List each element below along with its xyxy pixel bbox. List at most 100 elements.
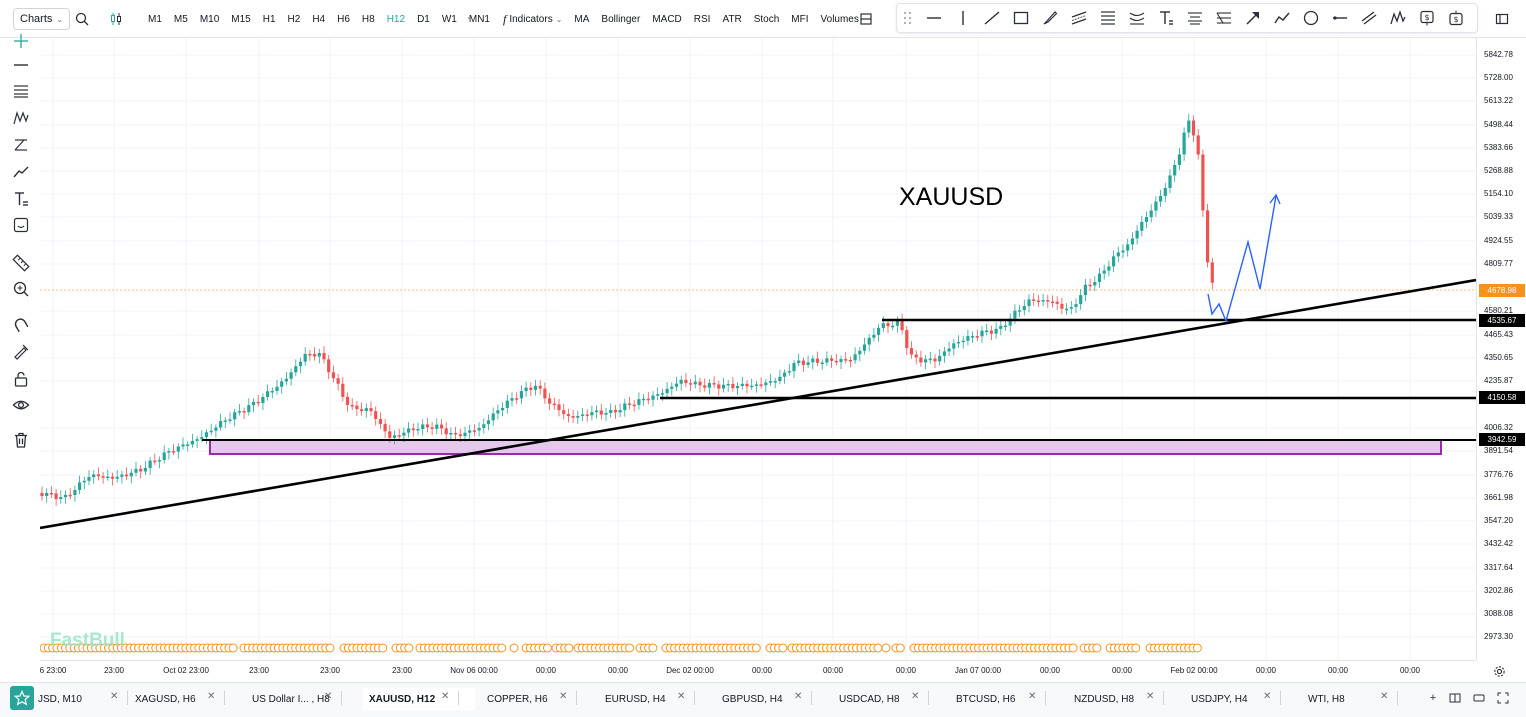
horizontal-line-icon[interactable] bbox=[919, 4, 948, 32]
symbol-tab[interactable]: NZDUSD, H8 bbox=[1074, 688, 1174, 710]
brush-icon[interactable] bbox=[1035, 4, 1064, 32]
close-tab-icon[interactable]: ✕ bbox=[110, 691, 119, 702]
fib-retracement-icon[interactable] bbox=[10, 80, 32, 102]
symbol-tab[interactable]: WTI, H8 bbox=[1308, 688, 1408, 710]
minimize-icon[interactable] bbox=[1472, 691, 1486, 705]
search-icon[interactable] bbox=[72, 9, 92, 29]
indicator-macd[interactable]: MACD bbox=[652, 13, 682, 25]
layout-split-icon[interactable] bbox=[1448, 691, 1462, 705]
ruler-icon[interactable] bbox=[10, 252, 32, 274]
gear-icon[interactable] bbox=[1493, 665, 1506, 681]
zoom-in-icon[interactable] bbox=[10, 278, 32, 300]
close-tab-icon[interactable]: ✕ bbox=[559, 691, 568, 702]
close-tab-icon[interactable]: ✕ bbox=[324, 691, 333, 702]
text-tool-icon[interactable] bbox=[1151, 4, 1180, 32]
close-tab-icon[interactable]: ✕ bbox=[1263, 691, 1272, 702]
lock-icon[interactable] bbox=[10, 368, 32, 390]
fib-retracement-icon[interactable] bbox=[1093, 4, 1122, 32]
gann-icon[interactable] bbox=[1180, 4, 1209, 32]
timeframe-m5[interactable]: M5 bbox=[173, 13, 188, 25]
close-tab-icon[interactable]: ✕ bbox=[1146, 691, 1155, 702]
chart-type-icon[interactable] bbox=[106, 9, 126, 29]
timeframe-h12[interactable]: H12 bbox=[386, 13, 406, 25]
trash-icon[interactable] bbox=[10, 429, 32, 451]
trend-line-icon[interactable] bbox=[977, 4, 1006, 32]
horizontal-line-icon[interactable] bbox=[10, 54, 32, 76]
polyline-icon[interactable] bbox=[1267, 4, 1296, 32]
indicator-stoch[interactable]: Stoch bbox=[753, 13, 780, 25]
symbol-tab[interactable]: XAUUSD, H12 bbox=[363, 688, 475, 710]
arrow-icon[interactable] bbox=[1238, 4, 1267, 32]
pitchfork-icon[interactable] bbox=[1209, 4, 1238, 32]
pattern-icon[interactable] bbox=[10, 107, 32, 129]
vertical-line-icon[interactable] bbox=[948, 4, 977, 32]
symbol-tab[interactable]: GBPUSD, H4 bbox=[722, 688, 822, 710]
drag-handle-icon[interactable] bbox=[897, 4, 919, 32]
timeframe-d1[interactable]: D1 bbox=[417, 13, 430, 25]
double-line-icon[interactable] bbox=[1354, 4, 1383, 32]
trend-line-icon[interactable] bbox=[10, 161, 32, 183]
close-tab-icon[interactable]: ✕ bbox=[677, 691, 686, 702]
eye-icon[interactable] bbox=[10, 394, 32, 416]
favorites-button[interactable] bbox=[10, 686, 34, 710]
sidebar-toggle-icon[interactable] bbox=[1492, 9, 1512, 29]
symbol-tab[interactable]: US Dollar I... , H8 bbox=[252, 688, 352, 710]
rectangle-icon[interactable] bbox=[1006, 4, 1035, 32]
indicator-rsi[interactable]: RSI bbox=[693, 13, 711, 25]
candle bbox=[1187, 114, 1191, 138]
indicator-atr[interactable]: ATR bbox=[722, 13, 742, 25]
symbol-tab[interactable]: COPPER, H6 bbox=[487, 688, 587, 710]
indicator-mfi[interactable]: MFI bbox=[791, 13, 809, 25]
fullscreen-icon[interactable] bbox=[1496, 691, 1510, 705]
crosshair-icon[interactable] bbox=[10, 30, 32, 52]
add-tab-icon[interactable]: + bbox=[1429, 692, 1437, 704]
close-tab-icon[interactable]: ✕ bbox=[1380, 691, 1389, 702]
emoji-icon[interactable] bbox=[10, 214, 32, 236]
draw-mode-icon[interactable] bbox=[10, 340, 32, 362]
symbol-tab[interactable]: JSD, M10 bbox=[38, 688, 138, 710]
close-tab-icon[interactable]: ✕ bbox=[441, 691, 450, 702]
timeframe-m10[interactable]: M10 bbox=[199, 13, 220, 25]
parallel-channel-icon[interactable] bbox=[1064, 4, 1093, 32]
symbol-tab[interactable]: BTCUSD, H6 bbox=[956, 688, 1056, 710]
symbol-tab[interactable]: EURUSD, H4 bbox=[605, 688, 705, 710]
timeframe-m15[interactable]: M15 bbox=[231, 13, 251, 25]
time-axis[interactable]: 6 23:00 23:00 Oct 02 23:00 23:00 23:00 23:00 N… bbox=[40, 660, 1476, 682]
short-position-icon[interactable]: $ bbox=[1441, 4, 1470, 32]
indicator-volumes[interactable]: Volumes bbox=[820, 13, 859, 25]
timeframe-more-icon[interactable]: ⌄ bbox=[466, 12, 473, 21]
indicator-bollinger[interactable]: Bollinger bbox=[601, 13, 641, 25]
timeframe-h4[interactable]: H4 bbox=[312, 13, 326, 25]
ray-icon[interactable] bbox=[1325, 4, 1354, 32]
timeframe-h8[interactable]: H8 bbox=[361, 13, 375, 25]
layout-icon[interactable] bbox=[856, 9, 876, 29]
zigzag-icon[interactable] bbox=[1383, 4, 1412, 32]
magnet-icon[interactable] bbox=[10, 314, 32, 336]
symbol-tab[interactable]: USDJPY, H4 bbox=[1191, 688, 1291, 710]
indicators-button[interactable]: f Indicators ⌄ bbox=[497, 12, 568, 27]
close-tab-icon[interactable]: ✕ bbox=[794, 691, 803, 702]
timeframe-h6[interactable]: H6 bbox=[337, 13, 350, 25]
charts-dropdown[interactable]: Charts ⌄ bbox=[13, 8, 71, 30]
timeframe-mn1[interactable]: MN1 bbox=[468, 13, 490, 25]
pitchfork-icon[interactable] bbox=[10, 134, 32, 156]
candle bbox=[994, 322, 998, 339]
indicator-ma[interactable]: MA bbox=[574, 13, 590, 25]
price-axis[interactable]: 4678.98 4535.67 4150.58 3942.59 5842.78 5… bbox=[1476, 38, 1526, 660]
long-position-icon[interactable]: $ bbox=[1412, 4, 1441, 32]
timeframe-w1[interactable]: W1 bbox=[441, 13, 457, 25]
timeframe-h2[interactable]: H2 bbox=[287, 13, 301, 25]
close-tab-icon[interactable]: ✕ bbox=[911, 691, 920, 702]
text-tool-icon[interactable] bbox=[10, 188, 32, 210]
price-chart[interactable] bbox=[40, 38, 1476, 660]
timeframe-m1[interactable]: M1 bbox=[148, 13, 162, 25]
close-tab-icon[interactable]: ✕ bbox=[207, 691, 216, 702]
timeframe-h1[interactable]: H1 bbox=[262, 13, 276, 25]
symbol-tab[interactable]: USDCAD, H8 bbox=[839, 688, 939, 710]
close-tab-icon[interactable]: ✕ bbox=[1028, 691, 1037, 702]
symbol-tab[interactable]: XAGUSD, H6 bbox=[135, 688, 235, 710]
circle-icon[interactable] bbox=[1296, 4, 1325, 32]
fib-fan-icon[interactable] bbox=[1122, 4, 1151, 32]
candle-body bbox=[933, 358, 937, 362]
candle-body bbox=[298, 361, 303, 367]
